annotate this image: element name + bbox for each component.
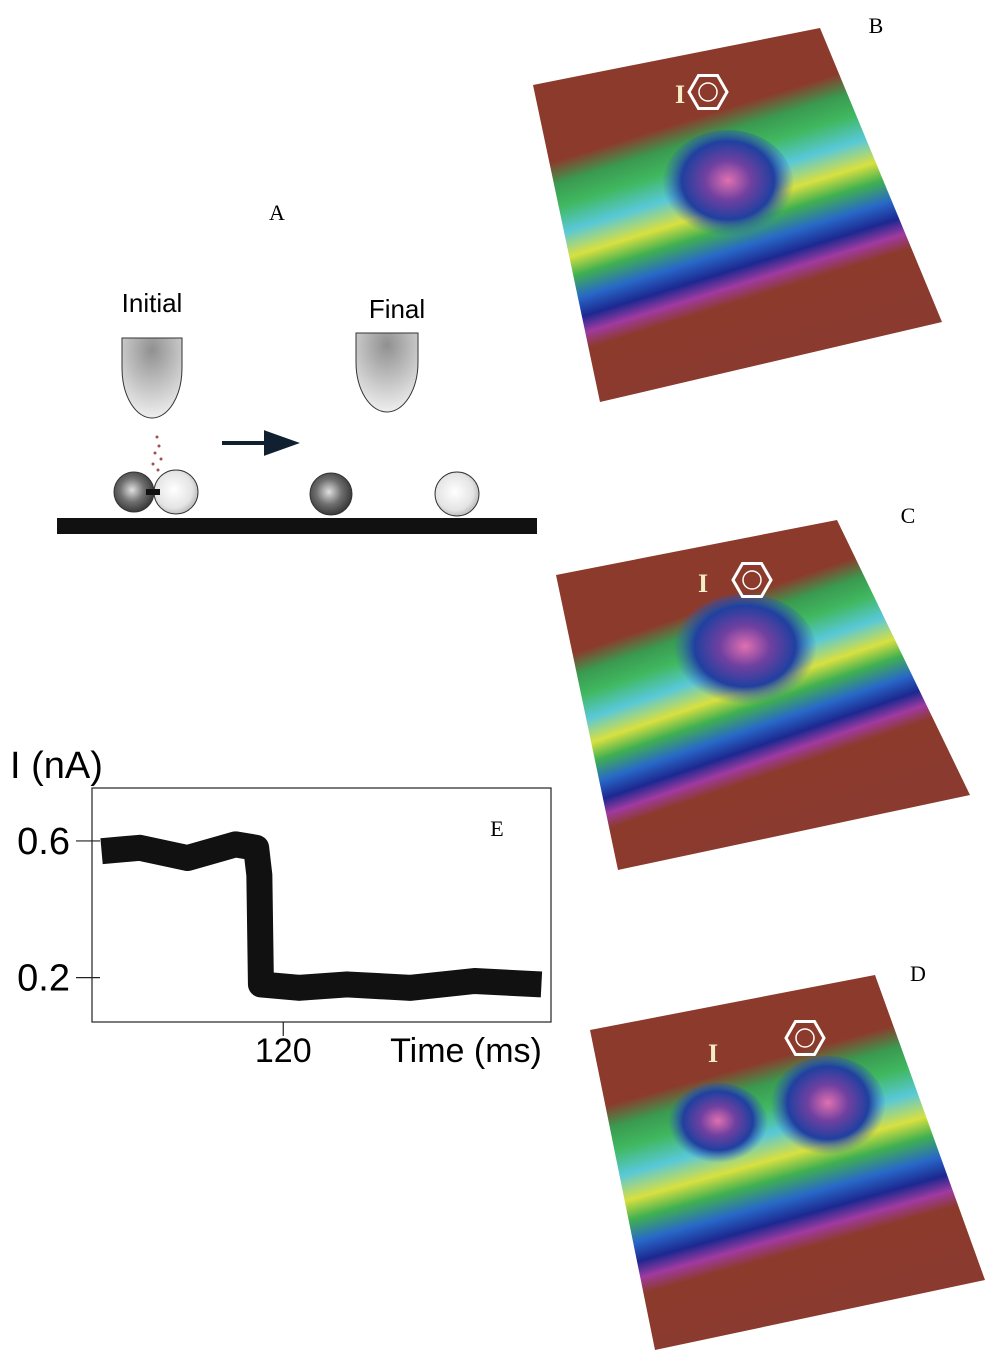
stm-images: I I I: [533, 28, 985, 1350]
atom-light: [435, 472, 479, 516]
x-axis-title: Time (ms): [390, 1032, 542, 1070]
stm-tip: [356, 333, 418, 412]
figure: A Initial Final B C D I I I E I (nA) Time …: [0, 0, 992, 1351]
panel-label: C: [901, 503, 916, 528]
substrate: [57, 518, 537, 534]
bond: [146, 489, 160, 495]
arrow: [222, 433, 294, 453]
panel-label: D: [910, 961, 926, 986]
molecule-blob: [668, 1083, 768, 1167]
molecule-blob: [673, 594, 817, 710]
y-tick-label: 0.6: [17, 821, 70, 863]
tunneling-dots: [152, 436, 163, 472]
panel-label: A: [269, 200, 285, 225]
current-trace: [102, 844, 542, 987]
molecule-blob: [662, 130, 794, 242]
panel-label: E: [490, 816, 503, 841]
stm-surface: [590, 975, 985, 1350]
x-tick-label: 120: [255, 1032, 312, 1070]
initial-label: Initial: [122, 288, 183, 318]
panel-label: B: [869, 13, 884, 38]
atom-light: [154, 470, 198, 514]
atom-label: I: [675, 80, 685, 109]
y-tick-label: 0.2: [17, 958, 70, 1000]
final-label: Final: [369, 294, 425, 324]
atom-dark: [310, 473, 352, 515]
molecule-blob: [770, 1056, 886, 1160]
stm-tip: [122, 338, 182, 418]
atom-label: I: [698, 569, 708, 598]
y-axis-title: I (nA): [10, 745, 103, 787]
atom-label: I: [708, 1039, 718, 1068]
